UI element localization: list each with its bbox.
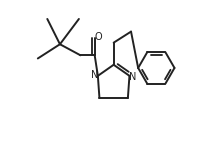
Text: N: N [129,72,137,82]
Text: O: O [95,32,103,42]
Text: N: N [91,70,98,80]
